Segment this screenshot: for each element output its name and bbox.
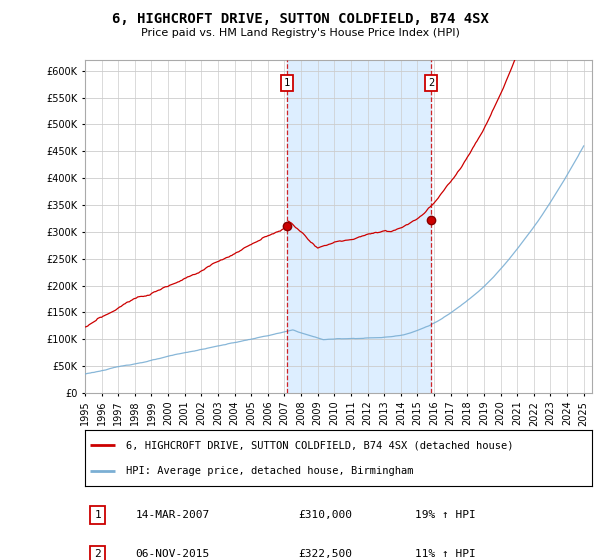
Text: £322,500: £322,500 [298,549,352,559]
Text: 06-NOV-2015: 06-NOV-2015 [136,549,210,559]
Text: 1: 1 [284,78,290,88]
Text: 19% ↑ HPI: 19% ↑ HPI [415,510,475,520]
Text: 11% ↑ HPI: 11% ↑ HPI [415,549,475,559]
Bar [287,60,431,393]
Text: 14-MAR-2007: 14-MAR-2007 [136,510,210,520]
Text: 1: 1 [94,510,101,520]
Text: 2: 2 [94,549,101,559]
Text: Price paid vs. HM Land Registry's House Price Index (HPI): Price paid vs. HM Land Registry's House … [140,28,460,38]
Text: 6, HIGHCROFT DRIVE, SUTTON COLDFIELD, B74 4SX (detached house): 6, HIGHCROFT DRIVE, SUTTON COLDFIELD, B7… [125,440,513,450]
Text: 6, HIGHCROFT DRIVE, SUTTON COLDFIELD, B74 4SX: 6, HIGHCROFT DRIVE, SUTTON COLDFIELD, B7… [112,12,488,26]
Text: 2: 2 [428,78,434,88]
Text: £310,000: £310,000 [298,510,352,520]
Text: HPI: Average price, detached house, Birmingham: HPI: Average price, detached house, Birm… [125,466,413,476]
